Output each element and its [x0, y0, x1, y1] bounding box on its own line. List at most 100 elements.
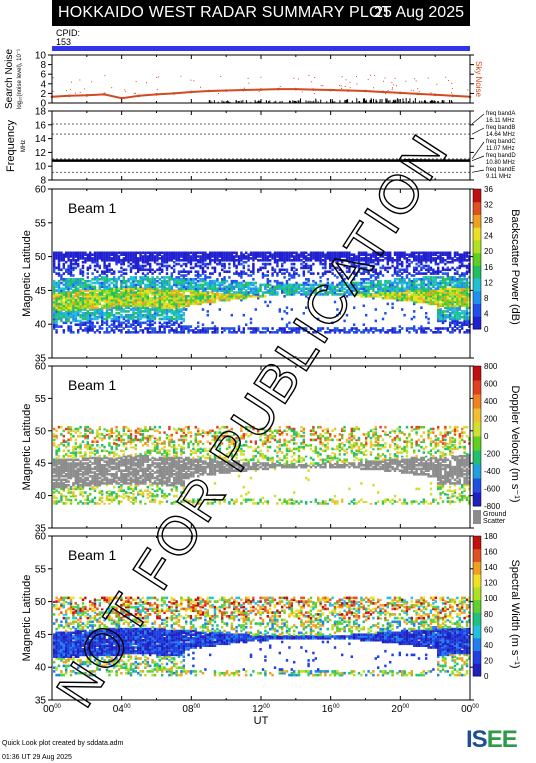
noise-bar — [320, 99, 322, 103]
noise-tick-label-2: 4 — [40, 79, 46, 90]
sky-noise-speck — [384, 77, 386, 79]
sky-noise-speck — [200, 86, 202, 88]
freq-band-label-0: freq bandA — [486, 111, 515, 117]
noise-bar — [430, 100, 432, 103]
panel2-colorbar-swatch-6 — [473, 239, 481, 254]
noise-bar — [211, 101, 213, 103]
noise-bar — [451, 101, 453, 103]
freq-band-value-2: 11.07 MHz — [486, 146, 515, 152]
panel2-colorbar-label: Backscatter Power (dB) — [509, 209, 521, 325]
sky-noise-speck — [193, 80, 195, 82]
sky-noise-speck — [298, 88, 300, 90]
ground-scatter-label-2: Scatter — [483, 518, 506, 525]
panel3-colorbar-tick-8: 800 — [484, 362, 498, 371]
panel2-tick-label-0: 35 — [35, 354, 47, 365]
sky-noise-speck — [410, 89, 412, 91]
panel2-ylabel: Magnetic Latitude — [21, 230, 33, 317]
sky-noise-speck — [293, 77, 295, 79]
sky-noise-speck — [297, 78, 299, 80]
x-tick-label-2: 0800 — [182, 704, 200, 715]
noise-ylabel: Search Noise — [4, 49, 15, 109]
panel2-colorbar-swatch-2 — [473, 290, 481, 305]
sky-noise-speck — [467, 89, 469, 91]
noise-bar — [265, 100, 267, 103]
x-tick-label-1: 0400 — [113, 704, 131, 715]
panel4-tick-label-1: 40 — [35, 663, 47, 674]
sky-noise-speck — [352, 90, 354, 92]
panel3-tick-label-5: 60 — [35, 362, 47, 373]
freq-tick-label-3: 14 — [35, 134, 47, 145]
sky-noise-speck — [84, 88, 86, 90]
panel2-colorbar-tick-9: 36 — [484, 185, 493, 194]
noise-bar — [213, 100, 215, 103]
sky-noise-point-2 — [85, 94, 89, 97]
noise-bar — [423, 101, 425, 103]
noise-bar — [240, 100, 242, 103]
freq-tick-label-1: 10 — [35, 162, 47, 173]
panel4-colorbar-swatch-4 — [473, 612, 481, 626]
panel3-colorbar-swatch-4 — [473, 436, 481, 451]
sky-noise-point-7 — [172, 92, 176, 95]
sky-noise-speck — [451, 82, 453, 84]
sky-noise-speck — [124, 89, 126, 91]
freq-tick-label-0: 8 — [40, 176, 46, 187]
sky-noise-point-20 — [399, 91, 402, 95]
noise-bar — [268, 101, 270, 103]
isee-logo: ISEE — [466, 726, 518, 754]
sky-noise-point-14 — [294, 87, 298, 91]
sky-noise-point-8 — [190, 90, 193, 94]
sky-noise-speck — [308, 74, 310, 76]
noise-bar — [315, 100, 317, 103]
noise-tick-label-4: 8 — [40, 60, 46, 71]
sky-noise-speck — [190, 79, 192, 81]
cpid-value: 153 — [56, 37, 72, 47]
sky-noise-speck — [313, 93, 315, 95]
noise-bar — [419, 100, 421, 103]
noise-bar — [407, 101, 409, 103]
panel3-colorbar-swatch-7 — [473, 394, 481, 409]
noise-bar — [279, 101, 281, 103]
sky-noise-point-16 — [329, 88, 332, 92]
sky-noise-speck — [349, 81, 351, 83]
noise-bar — [437, 101, 439, 103]
noise-bar — [235, 100, 237, 103]
panel2-tick-label-2: 45 — [35, 286, 47, 297]
noise-bar — [373, 98, 375, 103]
panel2-colorbar-tick-8: 32 — [484, 201, 493, 210]
sky-noise-speck — [260, 76, 262, 78]
sky-noise-point-11 — [242, 88, 245, 92]
noise-bar — [451, 101, 453, 103]
noise-bar — [223, 101, 225, 103]
sky-noise-speck — [436, 83, 438, 85]
sky-noise-point-9 — [207, 89, 211, 93]
noise-bar — [387, 100, 389, 103]
noise-bar — [209, 101, 211, 103]
panel2-beam-label: Beam 1 — [68, 200, 116, 216]
panel4-colorbar-tick-7: 140 — [484, 563, 498, 572]
panel2-colorbar-tick-7: 28 — [484, 216, 493, 225]
sky-noise-speck — [417, 88, 419, 90]
sky-noise-speck — [388, 91, 390, 93]
sky-noise-speck — [391, 82, 393, 84]
sky-noise-speck — [135, 81, 137, 83]
ground-scatter-swatch — [473, 510, 481, 524]
panel2-colorbar-tick-0: 0 — [484, 325, 489, 334]
noise-bar — [392, 99, 394, 103]
sky-noise-speck — [415, 92, 417, 94]
plot-date: 25 Aug 2025 — [374, 4, 464, 21]
sky-noise-speck — [52, 90, 54, 92]
noise-bar — [245, 100, 247, 103]
sky-noise-speck — [393, 84, 395, 86]
noise-bar — [208, 100, 210, 103]
panel4-tick-label-4: 55 — [35, 564, 47, 575]
sky-noise-speck — [349, 87, 351, 89]
panel2-colorbar-tick-6: 24 — [484, 232, 493, 241]
noise-bar — [228, 101, 230, 103]
noise-bar — [431, 100, 433, 103]
panel3-tick-label-4: 55 — [35, 394, 47, 405]
sky-noise-speck — [451, 92, 453, 94]
panel2-colorbar-tick-4: 16 — [484, 263, 493, 272]
panel2-tick-label-4: 55 — [35, 218, 47, 229]
noise-bar — [433, 100, 435, 103]
noise-bar — [398, 98, 400, 103]
